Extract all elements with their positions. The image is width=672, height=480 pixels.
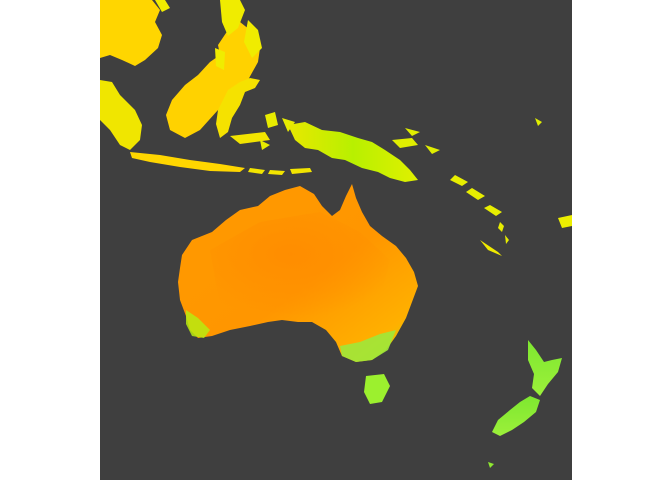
region-australia-southwest [186,310,210,338]
map-frame [100,0,572,480]
region-far-islands [535,118,542,126]
region-tasmania [364,374,390,404]
region-new-zealand-south-island [492,396,540,436]
region-vanuatu [498,222,509,244]
region-australia-southeast [340,330,396,362]
region-fiji [558,215,572,228]
region-philippines [155,0,262,70]
region-australia-interior [210,212,390,318]
region-sulawesi [216,78,260,138]
region-new-caledonia [480,240,502,256]
region-solomon-islands [450,175,502,216]
region-java [130,152,245,172]
region-borneo [166,22,260,138]
region-new-guinea [288,122,418,182]
region-new-britain [392,128,440,154]
region-sumatra [100,0,162,66]
region-stewart-island [488,462,494,468]
map-canvas [100,0,572,480]
region-malay-coast [100,80,142,150]
region-new-zealand-north-island [528,340,562,396]
region-lesser-sunda-islands [230,132,312,175]
